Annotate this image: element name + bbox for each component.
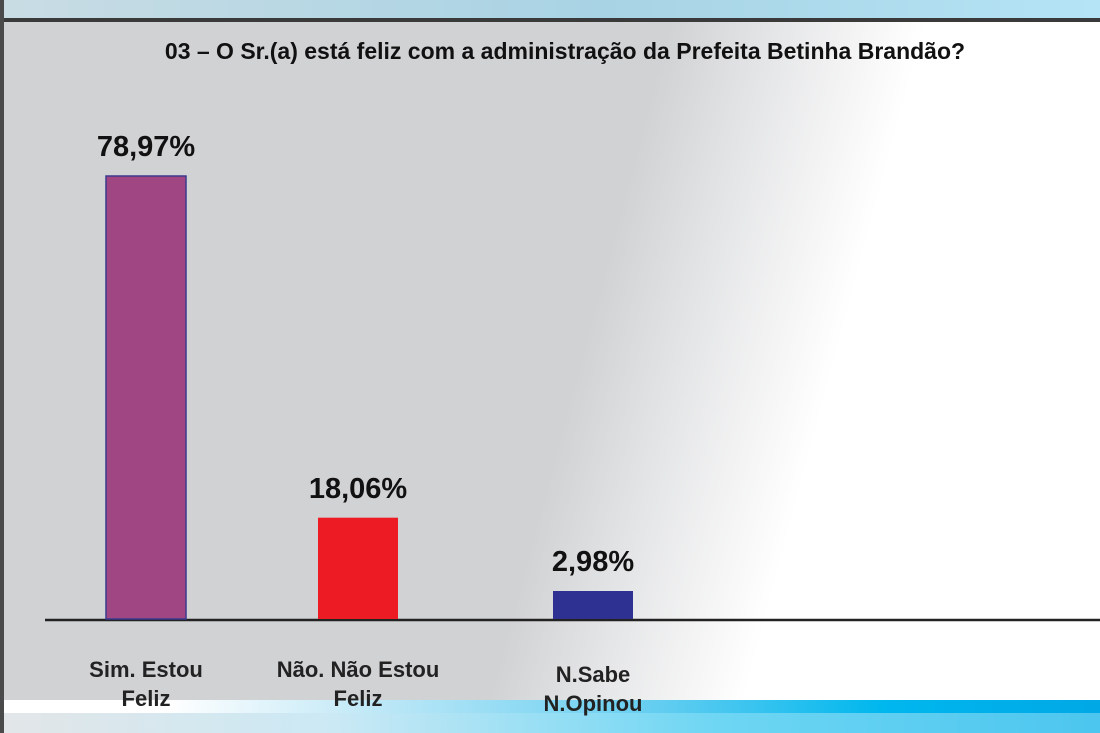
data-label: 78,97% [96,131,196,163]
bottom-decorative-strip [4,713,1100,733]
data-label: 18,06% [308,472,408,505]
category-label: Não. Não Estou Feliz [248,655,468,713]
category-label: N.Sabe N.Opinou [483,660,703,718]
category-label: Sim. Estou Feliz [36,655,256,713]
bar-0 [105,175,187,620]
category-label-line: Feliz [333,686,383,711]
bar-2 [553,591,633,619]
category-label-line: N.Opinou [543,691,643,716]
category-label-line: Sim. Estou [89,657,203,682]
bar-1 [318,517,398,619]
bottom-band [4,700,1100,713]
category-label-line: Feliz [121,686,171,711]
chart-title: 03 – O Sr.(a) está feliz com a administr… [164,38,966,64]
category-label-line: Não. Não Estou [276,657,440,682]
top-divider [0,18,1100,22]
top-decorative-strip [0,0,1100,18]
left-border [0,0,4,733]
category-label-line: N.Sabe [555,662,631,687]
data-label: 2,98% [551,546,635,578]
